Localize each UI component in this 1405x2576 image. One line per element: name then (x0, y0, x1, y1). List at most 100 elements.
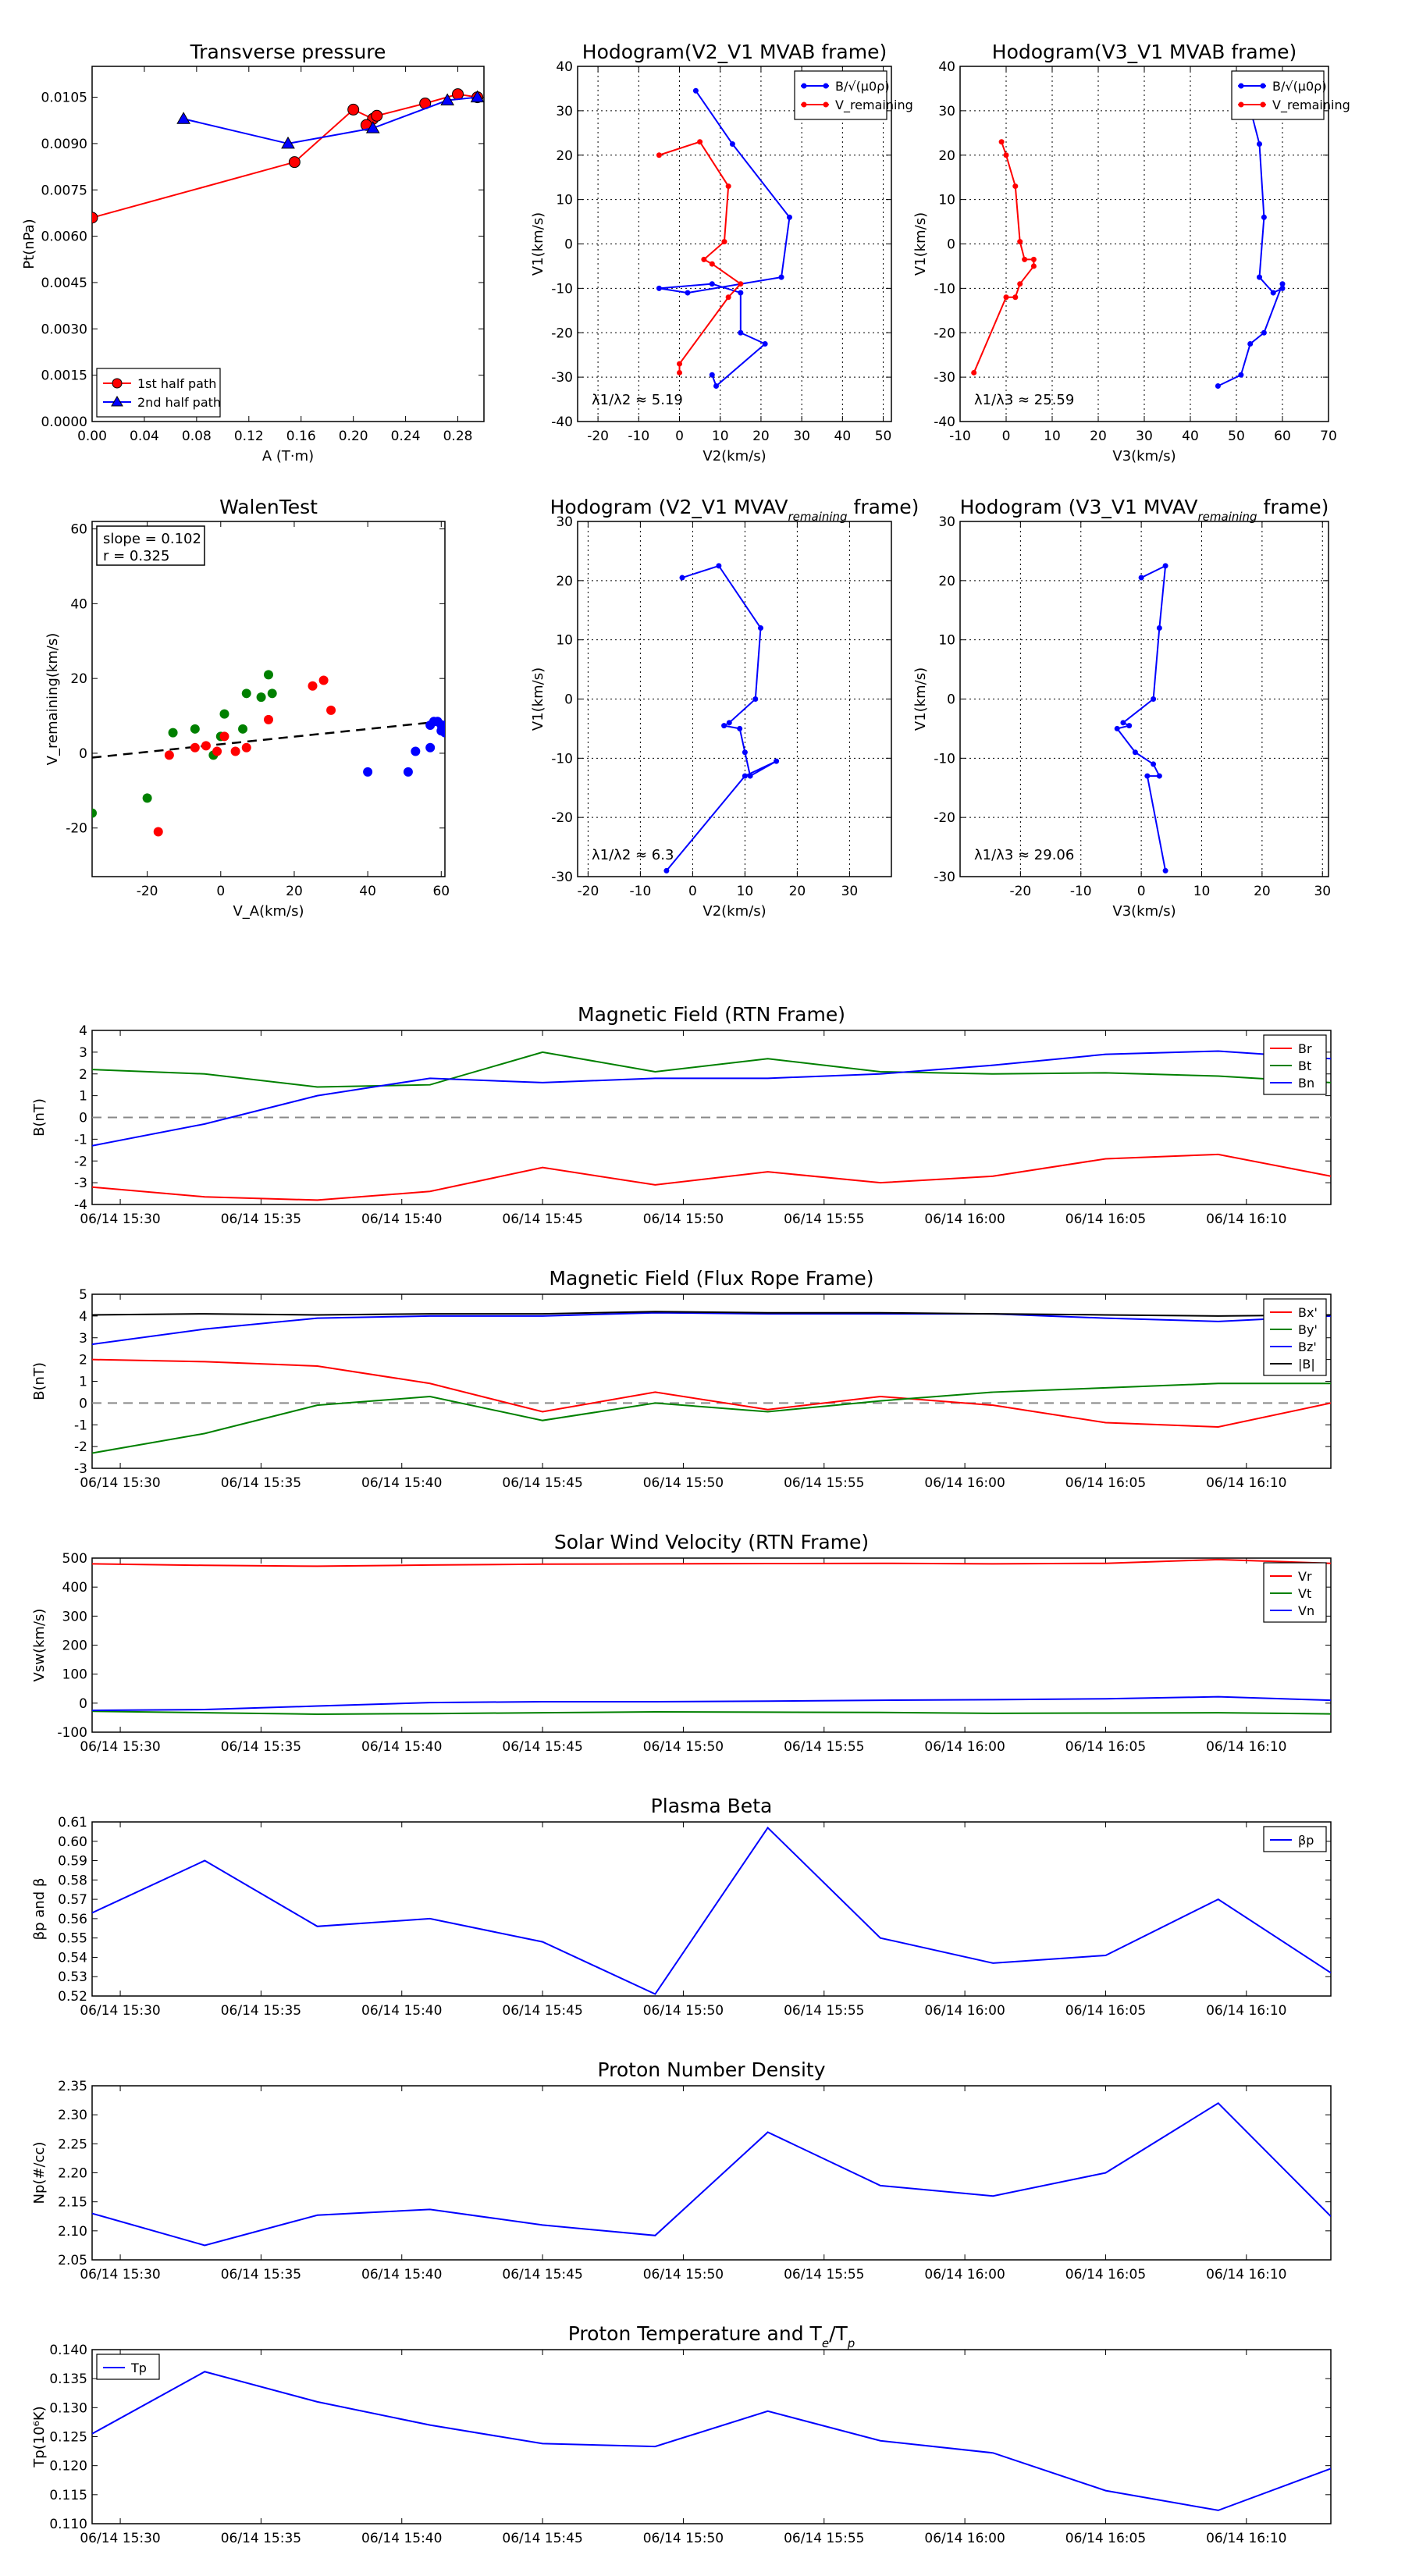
data-point (738, 329, 744, 336)
chart-title-end: frame) (1257, 496, 1329, 518)
x-tick-label: 06/14 15:30 (80, 1739, 160, 1755)
x-tick-label: -20 (578, 884, 599, 899)
y-tick-label: 0 (79, 1396, 87, 1411)
data-point (726, 720, 732, 726)
y-tick-label: 0.57 (58, 1892, 87, 1908)
data-point (212, 746, 222, 756)
chart-beta: 06/14 15:30 06/14 15:35 06/14 15:40 06/14 1… (31, 1795, 1332, 2019)
data-point (92, 808, 97, 818)
x-tick-label: 06/14 15:45 (502, 1739, 582, 1755)
y-axis-label: Tp(10⁶K) (31, 2406, 48, 2467)
y-tick-label: 0 (947, 237, 955, 253)
y-tick-label: -20 (66, 821, 87, 837)
data-point (230, 746, 240, 756)
x-axis-label: V3(km/s) (1112, 903, 1176, 920)
series-line-Bz' (92, 1311, 1331, 1346)
data-point (721, 239, 727, 245)
y-tick-label: 0 (947, 692, 955, 708)
plot-frame (91, 66, 485, 422)
legend-box (1231, 70, 1325, 120)
x-tick-label: 50 (1228, 429, 1245, 444)
y-tick-label: 30 (556, 514, 573, 530)
data-point (663, 867, 670, 873)
data-point (241, 742, 251, 753)
series-0 (1215, 87, 1286, 389)
data-point (742, 773, 748, 779)
data-point (716, 563, 722, 569)
legend-marker (1238, 83, 1244, 89)
y-tick-label: 10 (556, 193, 573, 208)
chart-title-subscript: remaining (788, 510, 848, 524)
data-point (201, 741, 211, 751)
chart-title-end: /T (829, 2322, 848, 2345)
y-tick-label: 10 (938, 633, 955, 649)
series-line (659, 90, 791, 388)
x-tick-label: 06/14 15:50 (643, 1212, 724, 1227)
series-0 (1114, 563, 1168, 873)
data-point (365, 121, 380, 133)
data-point (1012, 183, 1019, 190)
x-tick-label: 06/14 15:50 (643, 1475, 724, 1491)
chart-title-text: Magnetic Field (Flux Rope Frame) (549, 1267, 873, 1290)
series-line-|B| (92, 1311, 1331, 1317)
legend-label: Tp (130, 2361, 147, 2375)
x-tick-label: 06/14 16:00 (924, 1212, 1005, 1227)
y-axis-label: Np(#/cc) (31, 2142, 48, 2204)
y-tick-label: 4 (79, 1023, 87, 1039)
chart-mf_rtn: 06/14 15:30 06/14 15:35 06/14 15:40 06/14 1… (31, 1003, 1332, 1227)
data-point (1138, 575, 1144, 581)
y-tick-label: 2 (79, 1353, 87, 1368)
data-point (998, 139, 1005, 145)
y-tick-label: 0.60 (58, 1834, 87, 1850)
y-tick-label: 20 (938, 574, 955, 589)
data-point (1017, 239, 1023, 245)
data-point (238, 724, 248, 734)
y-tick-label: -20 (934, 810, 955, 826)
legend-label: Vn (1298, 1603, 1314, 1618)
x-tick-label: 0 (675, 429, 684, 444)
data-point (692, 87, 699, 94)
data-point (725, 294, 731, 301)
data-point (762, 340, 768, 347)
y-tick-label: 0.54 (58, 1950, 87, 1966)
x-tick-label: 30 (1136, 429, 1153, 444)
x-tick-label: 06/14 15:45 (502, 2531, 582, 2546)
x-tick-label: -20 (587, 429, 609, 444)
x-tick-label: 06/14 15:40 (361, 2267, 442, 2282)
y-tick-label: 0 (79, 1111, 87, 1126)
y-tick-label: -3 (74, 1176, 87, 1191)
x-tick-label: 40 (359, 884, 376, 899)
data-point (452, 88, 464, 101)
data-point (758, 625, 763, 631)
y-tick-label: 20 (556, 148, 573, 164)
y-tick-label: 0.59 (58, 1854, 87, 1870)
x-tick-label: 06/14 16:05 (1065, 1212, 1146, 1227)
x-tick-label: 06/14 16:05 (1065, 1475, 1146, 1491)
x-tick-label: 06/14 16:00 (924, 1475, 1005, 1491)
chart-title: Transverse pressure (190, 41, 386, 63)
series-line-βp (92, 1826, 1331, 1995)
legend-label: 2nd half path (137, 395, 221, 410)
y-tick-label: 30 (938, 514, 955, 530)
y-tick-label: 0.55 (58, 1931, 87, 1947)
x-tick-label: 30 (1314, 884, 1331, 899)
y-tick-label: 3 (79, 1331, 87, 1347)
data-point (264, 714, 273, 724)
data-point (1132, 749, 1138, 756)
chart-mf_fr: 06/14 15:30 06/14 15:35 06/14 15:40 06/14 1… (31, 1267, 1332, 1491)
data-point (1126, 723, 1133, 729)
chart-title-text: Hodogram (V3_V1 MVAV (960, 496, 1198, 518)
data-point (1162, 867, 1168, 873)
y-axis-label: V1(km/s) (912, 212, 929, 276)
fit-line (92, 720, 445, 759)
legend-label: By' (1298, 1322, 1318, 1337)
x-tick-label: -10 (1070, 884, 1092, 899)
plot-frame (91, 521, 446, 877)
x-tick-label: 0.08 (182, 429, 212, 444)
data-point (440, 728, 445, 738)
data-point (241, 688, 251, 699)
x-tick-label: 06/14 16:10 (1206, 1212, 1286, 1227)
data-point (1003, 152, 1009, 158)
x-tick-label: 06/14 16:10 (1206, 2531, 1286, 2546)
x-tick-label: 0 (1137, 884, 1146, 899)
